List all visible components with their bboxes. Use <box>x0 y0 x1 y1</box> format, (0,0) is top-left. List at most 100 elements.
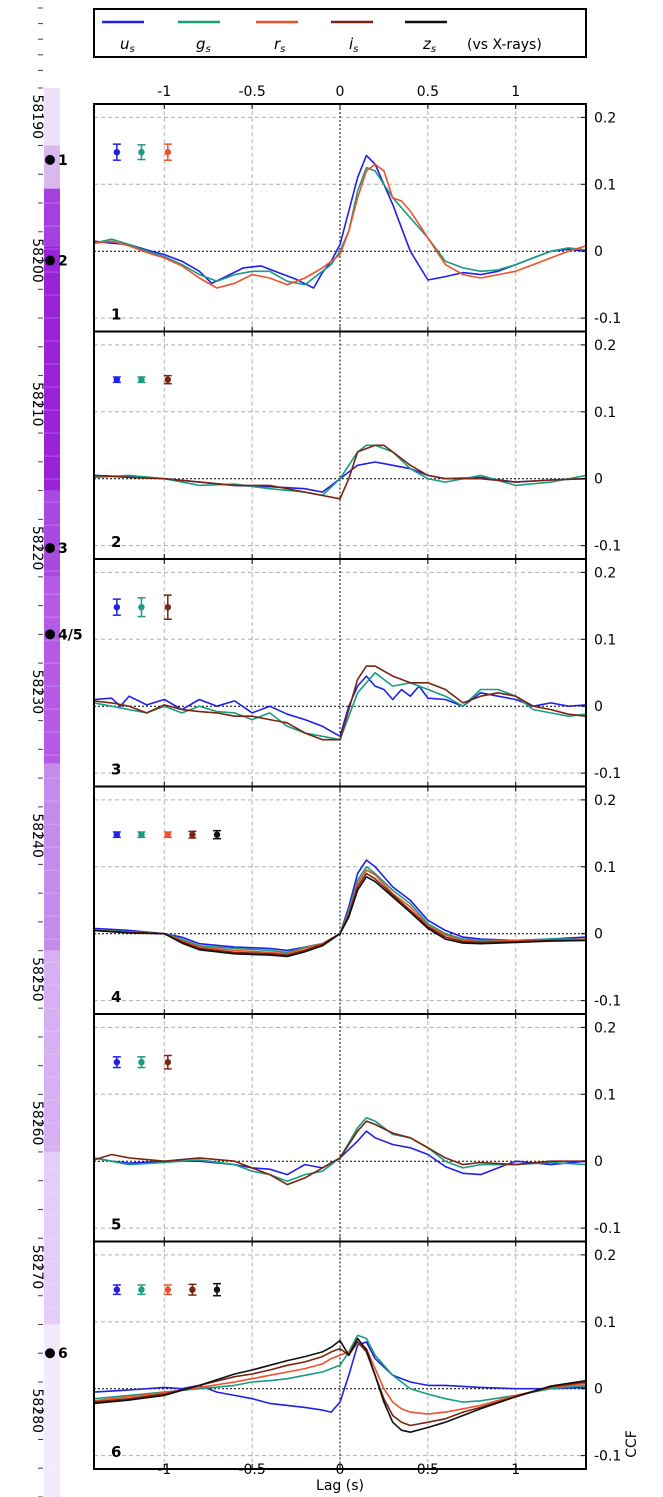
epoch-marker-dot <box>45 154 55 165</box>
legend-symbol: g <box>196 35 206 53</box>
legend-symbol: u <box>120 35 130 53</box>
epoch-marker-dot <box>45 1348 55 1359</box>
series-line-i <box>94 872 586 956</box>
series-group <box>94 665 586 741</box>
errorbar-point <box>164 831 171 838</box>
panel-6: 0.2 0.1 0 -0.1 6 <box>93 1240 621 1470</box>
errorbar-point <box>113 148 121 156</box>
timeline-band <box>44 950 60 1152</box>
errorbar-u <box>112 1284 121 1296</box>
x-axis-label: Lag (s) <box>316 1478 364 1494</box>
timeline-band <box>44 1324 60 1497</box>
panel-label: 1 <box>111 306 121 324</box>
errorbar-u <box>112 598 121 616</box>
bottom-x-tick-label: -0.5 <box>238 1462 265 1478</box>
epoch-marker-label: 6 <box>58 1346 68 1362</box>
panel-4: 0.2 0.1 0 -0.1 4 <box>93 785 621 1015</box>
errorbar-u <box>112 143 121 161</box>
y-tick-label: -0.1 <box>594 539 621 555</box>
timeline-band <box>44 763 60 951</box>
series-line-g <box>94 444 586 497</box>
timeline-tick-label: 58260 <box>29 1101 45 1146</box>
panel-label: 2 <box>111 533 121 551</box>
panel-label: 6 <box>111 1443 121 1461</box>
errorbar-i <box>163 374 172 385</box>
top-x-tick-label: 0 <box>336 84 345 100</box>
errorbar-r <box>163 143 172 161</box>
y-tick-label: 0.2 <box>594 110 616 126</box>
errorbar-point <box>113 376 121 383</box>
legend-subscript: s <box>280 44 285 55</box>
legend-label-g: gs <box>196 35 211 55</box>
y-tick-label: -0.1 <box>594 311 621 327</box>
errorbar-point <box>138 1058 145 1066</box>
panel-5: 0.2 0.1 0 -0.1 5 <box>93 1013 621 1243</box>
y-tick-label: 0.2 <box>594 565 616 581</box>
y-tick-label: 0.2 <box>594 1020 616 1036</box>
y-tick-label: 0.1 <box>594 177 616 193</box>
series-group <box>94 154 586 289</box>
epoch-marker-label: 3 <box>58 541 68 557</box>
panel-label: 4 <box>111 988 121 1006</box>
errorbar-point <box>189 831 196 838</box>
series-line-r <box>94 163 586 289</box>
epoch-marker-dot <box>45 255 55 266</box>
errorbar-point <box>138 603 145 611</box>
errorbar-point <box>164 1058 171 1066</box>
legend-label-r: rs <box>274 35 285 55</box>
y-tick-label: -0.1 <box>594 766 621 782</box>
series-line-u <box>94 1341 586 1413</box>
y-tick-label: 0.2 <box>594 1248 616 1264</box>
errorbar-g <box>137 1284 146 1296</box>
panel-label: 5 <box>111 1216 121 1234</box>
bottom-x-tick-label: 0.5 <box>417 1462 439 1478</box>
errorbar-point <box>164 376 171 383</box>
series-line-i <box>94 1120 586 1186</box>
y-tick-label: 0.1 <box>594 405 616 421</box>
top-x-axis: -1 -0.5 0 0.5 1 <box>157 84 520 100</box>
legend-symbol: i <box>349 35 354 53</box>
errorbar-point <box>113 603 121 611</box>
top-x-tick-label: -0.5 <box>238 84 265 100</box>
timeline-tick-label: 58210 <box>29 382 45 427</box>
timeline-band <box>44 1151 60 1325</box>
series-line-u <box>94 154 586 289</box>
errorbar-point <box>138 831 145 838</box>
errorbar-i <box>188 830 197 839</box>
errorbar-point <box>113 1286 121 1293</box>
timeline-band <box>44 576 60 764</box>
y-tick-label: -0.1 <box>594 1221 621 1237</box>
legend-subscript: s <box>130 44 135 55</box>
timeline-tick-label: 58270 <box>29 1245 45 1290</box>
series-line-i <box>94 665 586 741</box>
y-axis-label: CCF <box>624 1430 640 1458</box>
y-tick-label: 0 <box>594 472 603 488</box>
errorbar-point <box>113 1058 121 1066</box>
epoch-marker-dot <box>45 543 55 554</box>
top-x-tick-label: 0.5 <box>417 84 439 100</box>
legend-subscript: s <box>206 44 211 55</box>
errorbar-point <box>189 1286 196 1293</box>
series-group <box>94 1334 586 1433</box>
legend-symbol: r <box>274 35 281 53</box>
timeline-band <box>44 490 60 577</box>
timeline-tick-label: 58190 <box>29 94 45 139</box>
y-tick-label: 0 <box>594 244 603 260</box>
epoch-marker-label: 4/5 <box>58 627 83 643</box>
panel-2: 0.2 0.1 0 -0.1 2 <box>93 330 621 560</box>
legend-box <box>93 8 587 58</box>
timeline-strip: 58190 58200 58210 58220 58230 58240 58250 58260… <box>29 7 83 1497</box>
y-tick-label: 0.1 <box>594 1315 616 1331</box>
timeline-tick-label: 58280 <box>29 1388 45 1433</box>
errorbar-i <box>163 594 172 620</box>
errorbar-r <box>163 1284 172 1296</box>
y-tick-label: -0.1 <box>594 994 621 1010</box>
series-group <box>94 1116 586 1186</box>
errorbar-g <box>137 597 146 618</box>
bottom-x-tick-label: 1 <box>511 1462 520 1478</box>
errorbar-z <box>213 1282 221 1297</box>
errorbar-point <box>164 1286 171 1293</box>
legend-symbol: z <box>422 35 432 53</box>
series-line-i <box>94 1341 586 1427</box>
